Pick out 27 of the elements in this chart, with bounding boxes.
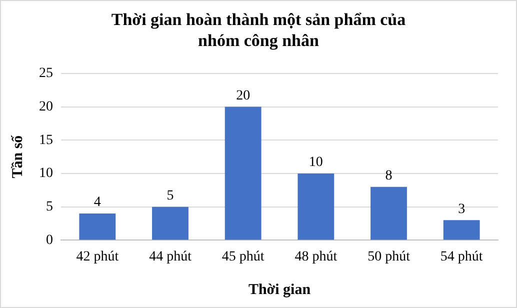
x-tick-label: 42 phút [76,249,119,264]
bar [443,220,480,240]
y-tick-label: 20 [39,99,53,114]
x-tick-label: 44 phút [149,249,192,264]
data-label: 20 [236,88,250,104]
x-tick-label: 54 phút [440,249,483,264]
y-tick-label: 10 [39,166,53,182]
data-label: 5 [166,188,174,204]
y-tick-label: 5 [46,200,53,215]
x-tick-label: 45 phút [222,249,264,264]
chart-title: Thời gian hoàn thành một sản phẩm của nhóm công nhân [110,9,407,52]
bar [370,186,407,240]
bar [152,206,188,240]
data-label: 10 [308,155,323,170]
x-tick-label: 50 phút [368,249,410,264]
bar [224,106,262,240]
data-label: 3 [458,202,466,217]
bar [298,173,334,240]
y-tick-label: 25 [39,66,53,82]
x-tick-label: 48 phút [294,249,338,264]
data-label: 8 [385,168,392,184]
x-axis-title: Thời gian [248,282,312,298]
y-tick-label: 15 [39,132,53,148]
y-tick-label: 0 [46,232,53,248]
data-label: 4 [94,195,101,210]
y-axis-title: Tần số [10,134,26,178]
bar [79,214,116,240]
